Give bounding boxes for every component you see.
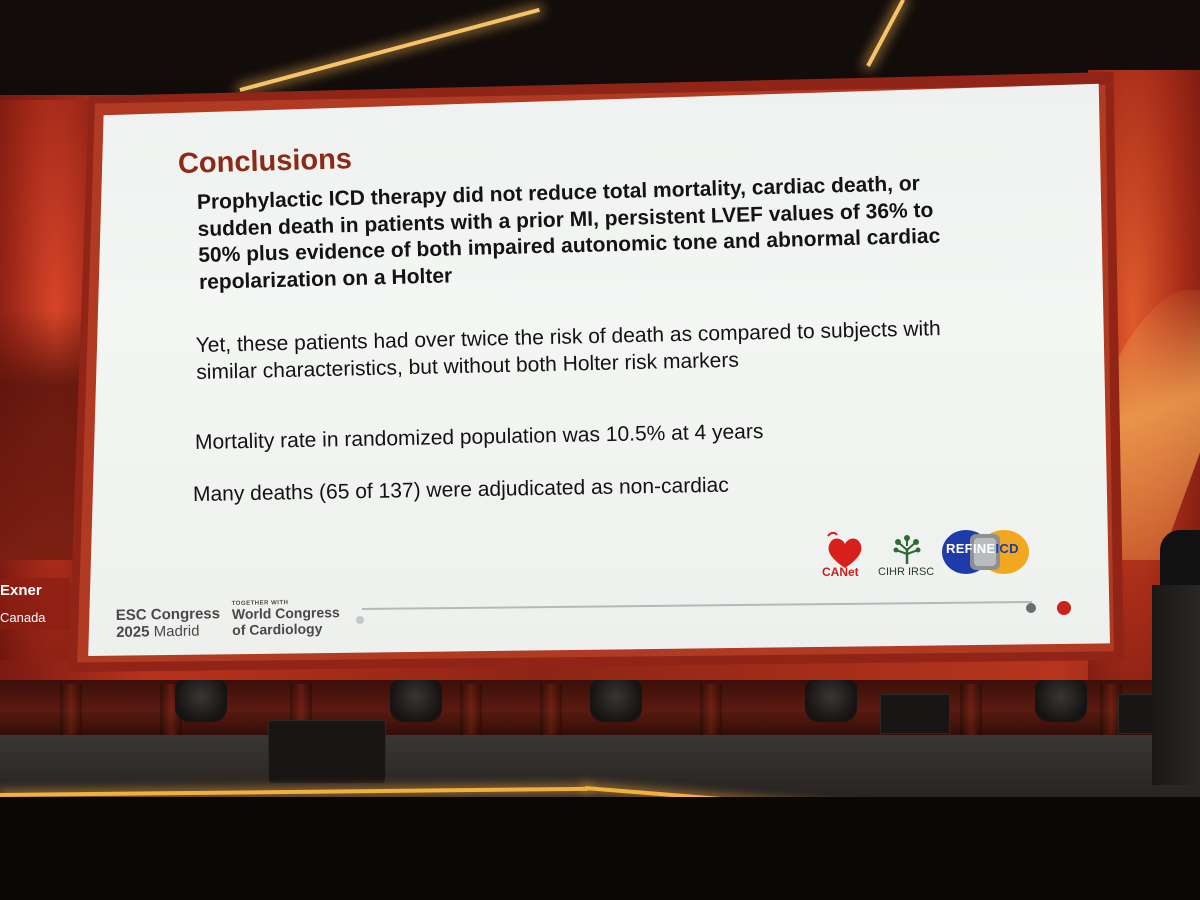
stage-speaker-box bbox=[880, 694, 950, 734]
stage-spotlight bbox=[175, 680, 227, 722]
icd-word: ICD bbox=[995, 541, 1019, 556]
curtain-fold bbox=[700, 684, 722, 740]
stage-spotlight bbox=[590, 680, 642, 722]
conclusion-main: Prophylactic ICD therapy did not reduce … bbox=[196, 172, 941, 294]
stage-monitor-wedge bbox=[268, 720, 386, 784]
refine-icd-logo-text: REFINEICD bbox=[946, 541, 1019, 556]
world-congress-brand: TOGETHER WITH World Congress of Cardiolo… bbox=[232, 599, 353, 638]
esc-city: Madrid bbox=[153, 622, 200, 641]
ceiling-light-strip bbox=[866, 0, 905, 67]
speaker-country: Canada bbox=[0, 610, 46, 625]
stage-spotlight bbox=[805, 680, 857, 722]
canet-logo-text: CANet bbox=[822, 565, 859, 579]
stage-spotlight bbox=[1035, 680, 1087, 722]
lectern bbox=[1152, 585, 1200, 785]
footer-red-dot bbox=[1057, 601, 1071, 615]
canet-heart-logo bbox=[827, 531, 862, 568]
speaker-lower-third bbox=[0, 578, 70, 630]
slide-title: Conclusions bbox=[177, 143, 353, 180]
speaker-name: Exner bbox=[0, 582, 42, 599]
footer-line-start-dot bbox=[356, 616, 364, 624]
esc-congress-year-city: 2025 Madrid bbox=[115, 622, 220, 642]
ceiling-light-strip bbox=[239, 7, 540, 92]
stage-spotlight bbox=[390, 680, 442, 722]
stage-front-dark bbox=[0, 797, 1200, 900]
refine-icd-logo bbox=[942, 530, 1029, 574]
presentation-slide bbox=[88, 83, 1110, 656]
esc-year: 2025 bbox=[115, 623, 150, 641]
curtain-fold bbox=[1100, 684, 1122, 740]
curtain-fold bbox=[460, 684, 482, 740]
esc-congress-brand: ESC Congress 2025 Madrid bbox=[115, 605, 221, 642]
world-congress-name: World Congress of Cardiology bbox=[231, 604, 340, 638]
footer-grey-dot bbox=[1026, 603, 1036, 613]
curtain-fold bbox=[60, 684, 82, 740]
refine-word: REFINE bbox=[946, 541, 996, 556]
curtain-fold bbox=[960, 684, 982, 740]
curtain-fold bbox=[540, 684, 562, 740]
cihr-logo-text: CIHR IRSC bbox=[878, 566, 935, 578]
cihr-tree-logo bbox=[893, 535, 921, 564]
